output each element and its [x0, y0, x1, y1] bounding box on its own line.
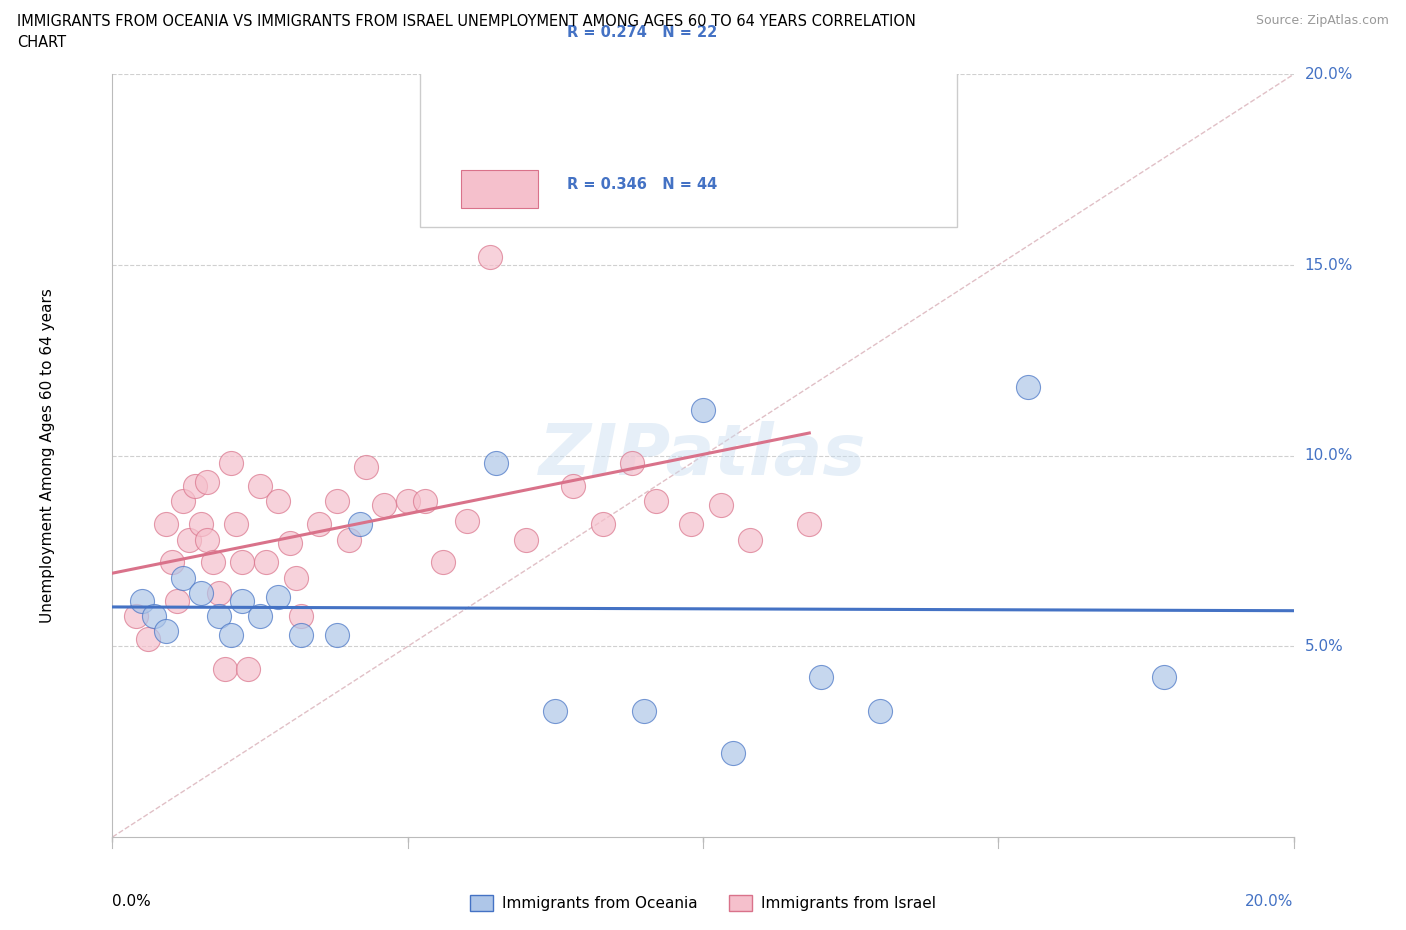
Text: Unemployment Among Ages 60 to 64 years: Unemployment Among Ages 60 to 64 years [39, 288, 55, 623]
Point [562, 479, 585, 494]
Text: Source: ZipAtlas.com: Source: ZipAtlas.com [1256, 14, 1389, 27]
Point [308, 517, 330, 532]
Point [160, 555, 183, 570]
Point [195, 475, 218, 490]
Point [231, 555, 253, 570]
Point [337, 532, 360, 547]
Point [254, 555, 277, 570]
Point [155, 517, 177, 532]
Bar [461, 18, 537, 56]
Point [278, 536, 301, 551]
Point [208, 586, 231, 601]
Point [349, 517, 371, 532]
Point [869, 704, 891, 719]
Point [692, 403, 714, 418]
Point [681, 517, 703, 532]
Text: 10.0%: 10.0% [1305, 448, 1353, 463]
Text: 5.0%: 5.0% [1305, 639, 1343, 654]
Point [810, 670, 832, 684]
Point [721, 746, 744, 761]
Point [166, 593, 188, 608]
Point [201, 555, 224, 570]
Point [326, 628, 349, 643]
Point [208, 608, 231, 623]
Point [231, 593, 253, 608]
Point [267, 590, 290, 604]
Text: 20.0%: 20.0% [1246, 895, 1294, 910]
Point [195, 532, 218, 547]
Point [396, 494, 419, 509]
Point [179, 532, 201, 547]
Text: 0.0%: 0.0% [112, 895, 152, 910]
Point [290, 628, 312, 643]
Point [172, 570, 194, 585]
Text: ZIPatlas: ZIPatlas [540, 421, 866, 490]
Point [249, 608, 271, 623]
Point [238, 662, 260, 677]
Point [485, 456, 508, 471]
Point [131, 593, 153, 608]
Point [155, 624, 177, 639]
Text: IMMIGRANTS FROM OCEANIA VS IMMIGRANTS FROM ISRAEL UNEMPLOYMENT AMONG AGES 60 TO : IMMIGRANTS FROM OCEANIA VS IMMIGRANTS FR… [17, 14, 915, 29]
Legend: Immigrants from Oceania, Immigrants from Israel: Immigrants from Oceania, Immigrants from… [464, 889, 942, 917]
Bar [461, 170, 537, 208]
Text: 15.0%: 15.0% [1305, 258, 1353, 272]
Point [633, 704, 655, 719]
Point [219, 456, 242, 471]
Text: 20.0%: 20.0% [1305, 67, 1353, 82]
Text: CHART: CHART [17, 35, 66, 50]
Point [740, 532, 762, 547]
Point [190, 517, 212, 532]
Point [136, 631, 159, 646]
Point [172, 494, 194, 509]
Point [249, 479, 271, 494]
Point [621, 456, 644, 471]
Point [710, 498, 733, 512]
Point [456, 513, 478, 528]
Point [326, 494, 349, 509]
Point [214, 662, 236, 677]
Point [225, 517, 247, 532]
Point [267, 494, 290, 509]
Point [284, 570, 307, 585]
Point [479, 250, 502, 265]
Point [762, 151, 785, 166]
Point [373, 498, 395, 512]
Text: R = 0.346   N = 44: R = 0.346 N = 44 [567, 178, 717, 193]
Point [356, 459, 378, 474]
Point [219, 628, 242, 643]
Point [415, 494, 437, 509]
Point [544, 704, 567, 719]
Point [1017, 379, 1039, 394]
Point [1153, 670, 1175, 684]
FancyBboxPatch shape [419, 0, 957, 227]
Point [592, 517, 614, 532]
Point [184, 479, 207, 494]
Text: R = 0.274   N = 22: R = 0.274 N = 22 [567, 25, 717, 40]
Point [190, 586, 212, 601]
Point [290, 608, 312, 623]
Point [644, 494, 666, 509]
Point [125, 608, 148, 623]
Point [432, 555, 454, 570]
Point [142, 608, 165, 623]
Point [799, 517, 821, 532]
Point [515, 532, 537, 547]
